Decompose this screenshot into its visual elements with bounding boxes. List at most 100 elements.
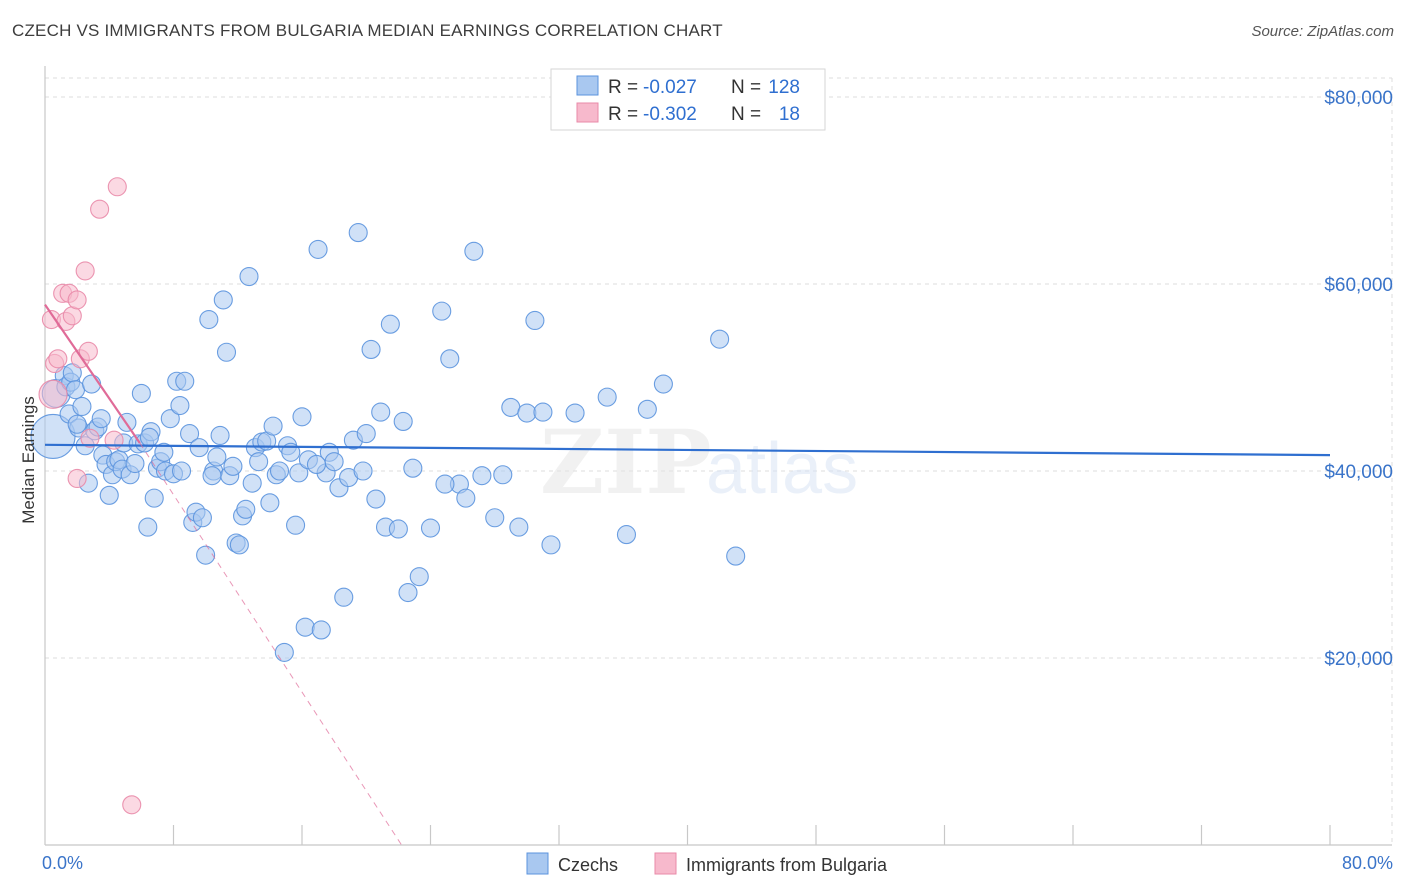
point-czechs — [65, 380, 86, 400]
legend-r-label-pink: R = — [608, 104, 638, 125]
point-bulgaria — [80, 428, 100, 448]
point-czechs — [289, 463, 309, 483]
point-czechs — [420, 518, 441, 538]
y-tick-label: $40,000 — [1324, 462, 1393, 483]
series-czechs — [30, 223, 746, 662]
point-czechs — [125, 453, 145, 474]
point-czechs — [493, 465, 513, 485]
point-czechs — [216, 342, 237, 362]
point-czechs — [260, 493, 280, 513]
watermark-atlas: atlas — [706, 429, 858, 509]
point-czechs — [525, 310, 545, 331]
x-tick-label: 0.0% — [42, 853, 83, 873]
trend-line-bulgaria — [44, 303, 141, 444]
point-czechs — [597, 387, 617, 407]
chart-source: Source: ZipAtlas.com — [1251, 23, 1394, 40]
point-bulgaria — [48, 349, 68, 369]
point-czechs — [295, 617, 315, 637]
watermark: ZIP atlas — [540, 410, 858, 514]
series-legend-label-czechs[interactable]: Czechs — [558, 855, 618, 875]
point-czechs — [653, 374, 673, 394]
point-czechs — [334, 587, 354, 607]
point-czechs — [263, 416, 283, 436]
point-czechs — [91, 409, 111, 429]
point-czechs — [196, 545, 216, 565]
watermark-zip: ZIP — [540, 410, 712, 514]
series-legend-label-bulgaria[interactable]: Immigrants from Bulgaria — [686, 855, 888, 875]
point-czechs — [637, 399, 657, 419]
y-axis-label: Median Earnings — [19, 396, 38, 524]
point-czechs — [324, 452, 344, 472]
point-czechs — [409, 567, 429, 587]
point-czechs — [380, 314, 400, 334]
point-czechs — [223, 456, 243, 476]
point-bulgaria — [62, 306, 82, 326]
point-czechs — [388, 519, 408, 539]
point-czechs — [210, 425, 230, 446]
stats-legend: R = -0.027 N = 128 R = -0.302 N = 18 — [550, 68, 826, 131]
legend-swatch-blue — [576, 75, 599, 96]
point-bulgaria — [107, 177, 127, 197]
point-czechs — [154, 442, 174, 462]
point-czechs — [403, 458, 423, 478]
point-czechs — [292, 407, 312, 427]
point-czechs — [440, 349, 460, 369]
point-czechs — [242, 473, 262, 493]
point-czechs — [541, 535, 561, 555]
point-czechs — [82, 374, 102, 394]
point-czechs — [501, 397, 521, 417]
point-czechs — [139, 427, 159, 447]
point-czechs — [533, 402, 553, 422]
series-legend-swatch-czechs[interactable] — [526, 852, 549, 875]
point-czechs — [393, 411, 413, 431]
y-tick-label: $80,000 — [1324, 88, 1393, 109]
point-czechs — [472, 466, 492, 486]
legend-swatch-pink — [576, 102, 599, 123]
point-czechs — [269, 461, 290, 481]
point-czechs — [361, 339, 381, 360]
point-czechs — [356, 424, 376, 444]
y-tick-label: $60,000 — [1324, 275, 1393, 296]
point-czechs — [366, 489, 386, 509]
point-czechs — [311, 620, 331, 640]
point-czechs — [170, 395, 190, 416]
trend-line-czechs — [44, 443, 1331, 457]
x-tick-label: 80.0% — [1342, 853, 1393, 873]
point-czechs — [160, 409, 180, 429]
point-bulgaria — [38, 379, 68, 409]
series-legend-swatch-bulgaria[interactable] — [654, 852, 677, 875]
series-immigrants-from-bulgaria — [38, 177, 142, 815]
point-czechs — [189, 438, 209, 458]
point-czechs — [192, 508, 212, 528]
point-czechs — [99, 485, 119, 505]
point-czechs — [180, 424, 200, 444]
point-czechs — [171, 461, 192, 481]
chart-title: CZECH VS IMMIGRANTS FROM BULGARIA MEDIAN… — [12, 21, 723, 40]
trend-lines — [44, 303, 1331, 846]
legend-n-label-blue: N = — [731, 77, 761, 98]
point-czechs — [308, 239, 328, 259]
point-czechs — [435, 474, 455, 494]
point-czechs — [353, 461, 373, 481]
x-tick-labels: 0.0% 80.0% — [42, 853, 1393, 873]
point-bulgaria — [67, 468, 87, 489]
point-czechs — [464, 241, 484, 261]
trend-extension-bulgaria — [139, 442, 403, 846]
point-czechs — [616, 525, 637, 545]
y-tick-label: $20,000 — [1324, 649, 1393, 670]
point-czechs — [726, 546, 746, 566]
point-bulgaria — [75, 261, 95, 281]
point-czechs — [456, 488, 476, 508]
point-czechs — [239, 266, 259, 287]
point-czechs — [398, 582, 418, 603]
point-czechs — [131, 383, 151, 403]
point-czechs — [229, 535, 249, 555]
legend-r-value-blue: -0.027 — [643, 77, 697, 98]
point-bulgaria — [90, 199, 110, 219]
point-czechs — [286, 515, 306, 535]
point-czechs — [432, 301, 452, 321]
point-czechs — [175, 371, 195, 391]
point-czechs — [236, 499, 256, 519]
point-czechs — [202, 466, 222, 486]
